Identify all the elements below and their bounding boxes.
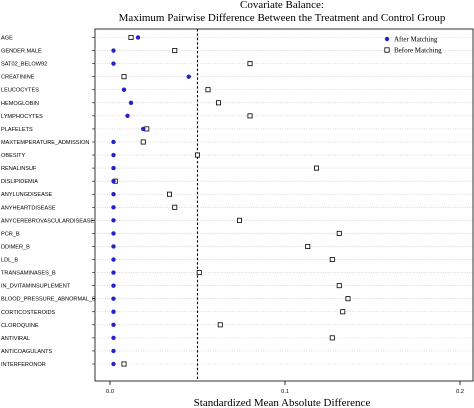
x-axis-label: Standardized Mean Absolute Difference — [194, 397, 371, 408]
before-matching-point — [217, 322, 223, 328]
row-label: INTERFERONOR — [1, 362, 46, 368]
row-label: DISLIPIDEMIA — [1, 179, 38, 185]
plot-frame — [94, 28, 474, 382]
before-matching-point — [336, 283, 342, 289]
before-matching-point — [236, 217, 242, 223]
after-matching-point — [111, 48, 116, 53]
before-matching-point — [172, 204, 178, 210]
before-matching-point — [196, 270, 202, 276]
row-label: DDIMER_B — [1, 244, 30, 250]
legend-after-matching-label: After Matching — [394, 36, 438, 44]
before-matching-point — [345, 296, 351, 302]
row-label: LDL_B — [1, 258, 18, 264]
legend-before-matching-label: Before Matching — [394, 47, 442, 55]
after-matching-point — [111, 335, 116, 341]
row-label: BLOOD_PRESSURE_ABNORMAL_B — [1, 297, 96, 303]
after-matching-point — [111, 361, 116, 367]
before-matching-point — [128, 35, 134, 41]
row-label: RENALINSUF — [1, 166, 37, 172]
after-matching-point — [111, 231, 116, 236]
before-matching-point — [336, 230, 342, 236]
x-tick-label: 0.1 — [281, 389, 289, 395]
chart-subtitle: Maximum Pairwise Difference Between the … — [119, 12, 446, 24]
before-matching-point — [140, 139, 146, 145]
after-matching-point — [111, 270, 116, 275]
row-label: CLOROQUINE — [1, 323, 39, 329]
after-matching-point — [125, 113, 130, 119]
row-gridlines — [92, 37, 473, 365]
after-matching-point — [111, 139, 116, 145]
after-matching-point — [111, 165, 116, 171]
after-matching-point — [111, 178, 116, 184]
before-matching-point — [121, 74, 127, 80]
row-label: ANTICOAGULANTS — [1, 349, 53, 355]
row-label: CORTICOSTEROIDS — [1, 310, 56, 316]
row-label: GENDER.MALE — [1, 49, 42, 55]
before-matching-point — [215, 100, 221, 106]
chart-title: Covariate Balance: — [240, 0, 324, 11]
before-matching-point — [329, 257, 335, 263]
data-markers — [111, 35, 351, 367]
before-matching-point — [194, 152, 200, 158]
after-matching-point — [111, 322, 116, 328]
after-matching-point — [135, 35, 141, 40]
after-matching-point — [111, 348, 116, 354]
row-label: PCR_B — [1, 231, 20, 237]
before-matching-point — [121, 361, 127, 367]
before-matching-point — [247, 113, 253, 119]
row-label: ANYHEARTDISEASE — [1, 205, 56, 211]
after-matching-point — [111, 218, 116, 223]
row-label: OBESITY — [1, 153, 26, 159]
row-label: CREATININE — [1, 75, 35, 81]
after-matching-point — [111, 309, 116, 314]
before-matching-point — [305, 243, 311, 249]
legend-after-matching-marker — [384, 36, 390, 42]
after-matching-point — [111, 283, 116, 288]
after-matching-point — [111, 244, 116, 249]
row-label: IN_DVITAMINSUPLEMENT — [1, 284, 71, 290]
after-matching-point — [111, 257, 116, 262]
before-matching-point — [247, 61, 253, 67]
legend: After Matching Before Matching — [384, 36, 442, 55]
before-matching-point — [313, 165, 319, 171]
after-matching-point — [186, 74, 191, 79]
after-matching-point — [111, 296, 116, 301]
row-label: LYMPHOCYTES — [1, 114, 43, 120]
row-label: TRANSAMINASES_B — [1, 271, 56, 277]
row-label: MAXTEMPERATURE_ADMISSION — [1, 140, 89, 146]
after-matching-point — [141, 126, 146, 132]
before-matching-point — [329, 335, 335, 341]
row-label: ANTIVIRAL — [1, 336, 30, 342]
before-matching-point — [166, 191, 172, 197]
row-label: ANYCEREBROVASCULARDISEASE — [1, 218, 94, 224]
after-matching-point — [121, 87, 127, 92]
after-matching-point — [111, 205, 116, 210]
before-matching-point — [172, 48, 178, 54]
row-labels: AGE GENDER.MALE SAT02_BELOW92 CREATININE LEU… — [1, 36, 96, 369]
row-label: HEMOGLOBIN — [1, 101, 39, 107]
after-matching-point — [128, 100, 134, 106]
row-label: LEUCOCYTES — [1, 88, 39, 94]
legend-before-matching-marker — [384, 47, 390, 53]
after-matching-point — [111, 61, 116, 66]
row-label: ANYLUNGDISEASE — [1, 192, 53, 198]
row-label: AGE — [1, 36, 13, 42]
x-axis-ticks: 0.00.10.20.30.4 — [106, 381, 464, 395]
row-label: SAT02_BELOW92 — [1, 62, 47, 68]
x-tick-label: 0.0 — [106, 389, 114, 395]
x-tick-label: 0.2 — [456, 389, 464, 395]
before-matching-point — [205, 87, 211, 93]
after-matching-point — [111, 152, 116, 158]
before-matching-point — [340, 309, 346, 315]
after-matching-point — [111, 192, 116, 197]
row-label: PLAFELETS — [1, 127, 33, 133]
